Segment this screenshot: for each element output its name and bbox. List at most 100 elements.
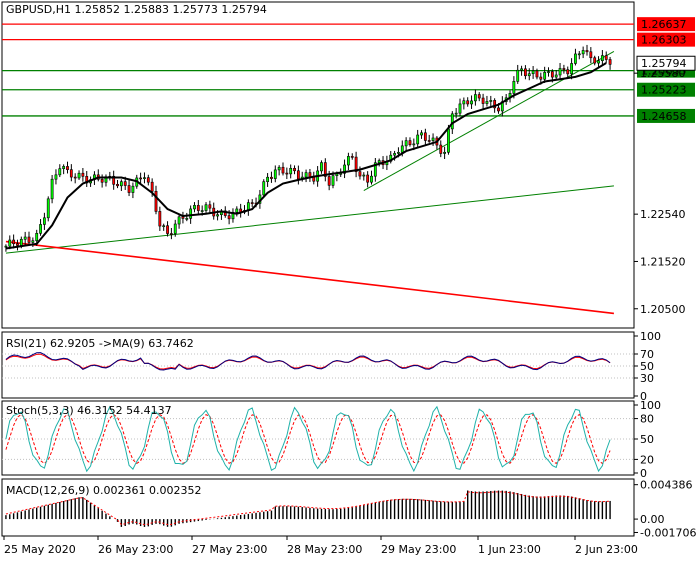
candle-body-136 [527,73,531,77]
candle-body-69 [270,176,273,179]
candle-body-152 [589,51,593,59]
candle-body-118 [458,103,462,114]
candle-body-7 [31,240,35,243]
moving-average-line [5,62,607,250]
resistance-label-bg-1 [637,32,695,47]
candle-body-80 [312,176,316,182]
candle-body-42 [166,225,169,234]
candle-body-1 [8,239,12,247]
candle-body-111 [431,137,435,141]
price-tick-3: 1.20500 [640,303,686,316]
candle-body-53 [208,204,212,209]
support-label-2: 1.24658 [641,110,687,123]
candle-body-134 [520,68,523,71]
candle-body-105 [408,140,412,146]
candle-body-37 [146,177,150,183]
candle-body-35 [139,177,143,180]
resistance-label-bg-0 [637,17,695,32]
candle-body-93 [362,174,366,177]
candle-body-74 [289,167,293,175]
rsi-signal-line [5,353,611,370]
candle-body-132 [512,81,516,94]
stoch-tick-0: 100 [640,399,661,412]
macd-title: MACD(12,26,9) 0.002361 0.002352 [6,484,202,497]
candle-body-128 [497,107,500,112]
x-label-6: 2 Jun 23:00 [575,543,638,556]
resistance-label-1: 1.26303 [641,34,687,47]
candle-body-82 [320,162,323,172]
candle-body-104 [404,140,408,147]
rsi-title: RSI(21) 62.9205 ->MA(9) 63.7462 [6,337,194,350]
candle-body-142 [550,71,554,78]
rsi-tick-0: 100 [640,330,661,343]
candle-body-55 [216,214,219,217]
candle-body-146 [566,69,570,75]
candle-body-40 [158,211,162,227]
candle-body-97 [377,160,381,164]
stoch-tick-2: 50 [640,433,654,446]
candle-body-30 [119,181,123,187]
candle-body-121 [470,100,473,105]
candle-body-120 [466,100,470,105]
support-label-bg-2 [637,108,695,123]
candle-body-116 [450,113,454,130]
candle-body-58 [227,215,231,220]
candle-body-71 [277,166,281,171]
candle-body-72 [281,166,285,174]
candle-body-138 [535,70,539,78]
candle-body-70 [273,169,277,179]
candle-body-57 [223,210,227,216]
x-label-2: 27 May 23:00 [192,543,267,556]
current-price-box [636,55,696,71]
macd-tick-0: 0.004386 [640,479,693,492]
candle-body-9 [39,224,42,234]
candle-body-46 [181,216,185,219]
candle-body-29 [116,183,119,187]
rsi-tick-4: 0 [640,390,647,403]
candle-body-50 [196,205,200,211]
candle-body-17 [69,169,73,178]
candle-body-148 [574,53,577,64]
candle-body-64 [250,202,254,204]
support-label-1: 1.25223 [641,84,687,97]
candle-body-33 [131,185,135,193]
candle-body-13 [54,174,58,180]
candle-body-90 [350,156,354,158]
x-label-1: 26 May 23:00 [98,543,173,556]
candle-body-28 [112,175,116,185]
candle-body-150 [581,50,585,55]
macd-signal-line [5,491,611,526]
current-price-label: 1.25794 [641,57,687,70]
price-tick-1: 1.22540 [640,208,686,221]
rsi-tick-2: 50 [640,360,654,373]
candle-body-155 [600,55,604,61]
candle-body-3 [16,243,19,246]
candle-body-125 [485,101,489,104]
candle-body-12 [50,178,54,200]
candle-body-32 [127,185,131,193]
candle-body-91 [354,156,358,172]
candle-body-36 [143,177,146,179]
candle-body-147 [570,63,573,75]
candle-body-110 [427,140,431,142]
candle-body-153 [593,57,597,64]
stoch-tick-4: 0 [640,467,647,480]
candle-body-135 [524,68,527,77]
candle-body-144 [558,68,562,76]
stoch-main-line [5,405,611,473]
stoch-title: Stoch(5,3,3) 46.3152 54.4137 [6,404,172,417]
trendline-0 [5,185,614,254]
macd-panel-frame [1,478,635,537]
rsi-tick-3: 30 [640,372,654,385]
stoch-tick-3: 20 [640,453,654,466]
main-panel-frame [1,1,635,329]
candle-body-102 [397,152,400,154]
candle-body-11 [46,198,50,219]
candle-body-108 [420,132,423,136]
macd-tick-1: 0.00 [640,513,665,526]
x-label-0: 25 May 2020 [4,543,76,556]
candle-body-45 [177,216,181,225]
candle-body-106 [412,143,416,146]
trendline-2 [5,240,615,315]
rsi-panel-frame [1,331,635,399]
